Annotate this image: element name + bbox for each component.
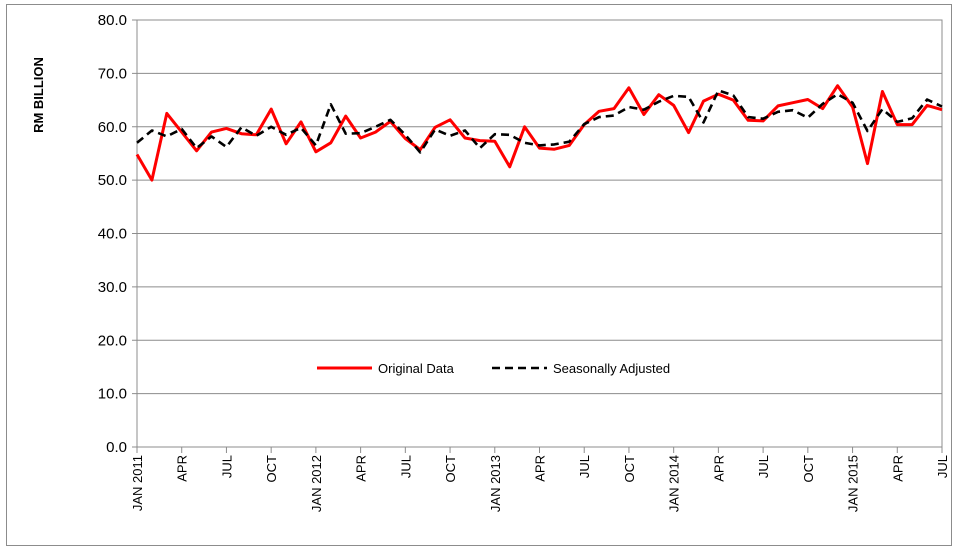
y-tick-label: 30.0 [98,279,127,296]
x-tick-label: JUL [219,455,234,478]
y-tick-label: 60.0 [98,119,127,136]
legend-label: Seasonally Adjusted [553,361,670,376]
x-tick-label: OCT [622,455,637,483]
series-lines [135,84,943,182]
x-tick-label: JAN 2012 [309,455,324,512]
x-tick-label: APR [175,455,190,482]
y-tick-label: 20.0 [98,332,127,349]
x-tick-label: JUL [577,455,592,478]
gridlines [137,19,942,448]
y-tick-label: 80.0 [98,12,127,29]
x-axis-ticks: JAN 2011 APR JUL OCT JAN 2012 APR JUL OCT JAN 20… [130,447,950,512]
x-tick-label: JAN 2013 [488,455,503,512]
x-tick-label: JAN 2014 [667,455,682,512]
x-tick-label: APR [711,455,726,482]
x-tick-label: OCT [443,455,458,483]
legend: Original Data Seasonally Adjusted [317,361,670,376]
x-tick-label: JAN 2011 [130,455,145,511]
x-tick-label: APR [354,455,369,482]
x-tick-label: OCT [801,455,816,483]
x-tick-label: OCT [264,455,279,483]
x-tick-label: APR [533,455,548,482]
y-axis-label: RM BILLION [31,57,46,133]
legend-label: Original Data [378,361,455,376]
x-tick-label: JAN 2015 [846,455,861,512]
y-tick-label: 0.0 [106,439,127,456]
x-tick-label: JUL [756,455,771,478]
chart-frame: 0.0 10.0 20.0 30.0 40.0 50.0 60.0 70.0 80.0 JAN … [6,4,952,546]
y-tick-label: 40.0 [98,226,127,243]
y-tick-label: 50.0 [98,172,127,189]
x-tick-label: JUL [935,455,950,478]
line-chart: 0.0 10.0 20.0 30.0 40.0 50.0 60.0 70.0 80.0 JAN … [31,12,950,512]
x-tick-label: JUL [398,455,413,478]
y-tick-label: 10.0 [98,386,127,403]
x-tick-label: APR [890,455,905,482]
y-tick-label: 70.0 [98,65,127,82]
original-data-line [135,84,943,182]
y-axis-ticks: 0.0 10.0 20.0 30.0 40.0 50.0 60.0 70.0 80.0 [98,12,137,456]
seasonally-adjusted-line [136,89,943,154]
